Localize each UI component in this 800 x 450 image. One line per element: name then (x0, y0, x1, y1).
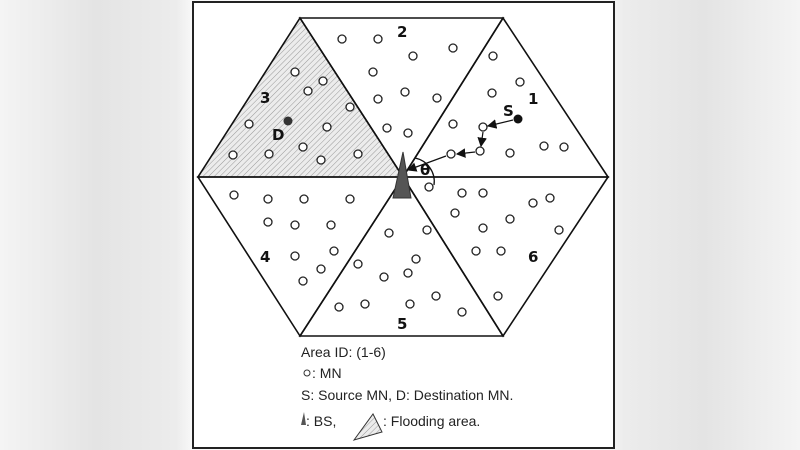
mn-node (263, 194, 273, 204)
mn-node (384, 228, 394, 238)
mn-node (403, 128, 413, 138)
mn-node (373, 94, 383, 104)
area-label-3: 3 (260, 89, 270, 107)
mobile-nodes (228, 34, 569, 317)
mn-node (298, 276, 308, 286)
mn-node (326, 220, 336, 230)
legend-bs: : BS, (306, 413, 336, 429)
mn-node (379, 272, 389, 282)
legend-mn-icon (303, 369, 311, 377)
mn-node (496, 246, 506, 256)
mn-node (368, 67, 378, 77)
legend-flooding-icon (352, 413, 383, 441)
mn-node (408, 51, 418, 61)
mn-node (345, 194, 355, 204)
mn-node (424, 182, 434, 192)
mn-node (303, 86, 313, 96)
mn-node (471, 246, 481, 256)
angle-label: θ (420, 161, 430, 179)
mn-node (487, 88, 497, 98)
legend-mn: : MN (312, 365, 342, 381)
mn-node (446, 149, 456, 159)
mn-node (505, 214, 515, 224)
mn-node (353, 149, 363, 159)
mn-node (334, 302, 344, 312)
area-label-1: 1 (528, 90, 538, 108)
mn-node (229, 190, 239, 200)
angle-arc (414, 157, 435, 186)
mn-node (448, 43, 458, 53)
mn-node (559, 142, 569, 152)
mn-node (263, 217, 273, 227)
mn-node (373, 34, 383, 44)
mn-node (422, 225, 432, 235)
mn-node (316, 264, 326, 274)
mn-node (360, 299, 370, 309)
legend-area-id: Area ID: (1-6) (301, 344, 386, 360)
mn-node (322, 122, 332, 132)
mn-node (411, 254, 421, 264)
mn-node (478, 122, 488, 132)
base-station-icon (392, 151, 412, 199)
mn-node (545, 193, 555, 203)
area-label-6: 6 (528, 248, 538, 266)
mn-node (539, 141, 549, 151)
mn-node (432, 93, 442, 103)
mn-node (244, 119, 254, 129)
source-node (513, 114, 523, 124)
mn-node (505, 148, 515, 158)
area-4 (196, 176, 405, 338)
mn-node (329, 246, 339, 256)
mn-node (450, 208, 460, 218)
mn-node (400, 87, 410, 97)
mn-node (488, 51, 498, 61)
route-arrow (406, 155, 447, 172)
mn-node (382, 123, 392, 133)
mn-node (228, 150, 238, 160)
mn-node (337, 34, 347, 44)
mn-node (493, 291, 503, 301)
routing-path (406, 119, 514, 172)
mn-node (457, 307, 467, 317)
area-label-2: 2 (397, 23, 407, 41)
mn-node (298, 142, 308, 152)
mn-node (554, 225, 564, 235)
mn-node (290, 67, 300, 77)
mn-node (290, 220, 300, 230)
hexagon-cell (196, 16, 610, 338)
mn-node (353, 259, 363, 269)
mn-node (403, 268, 413, 278)
route-arrow (477, 131, 487, 148)
mn-node (457, 188, 467, 198)
area-label-4: 4 (260, 248, 270, 266)
mn-node (478, 223, 488, 233)
mn-node (515, 77, 525, 87)
route-arrow (455, 148, 476, 158)
route-arrow (486, 119, 514, 129)
mn-node (528, 198, 538, 208)
figure-frame (192, 1, 615, 449)
destination-label: D (272, 126, 284, 144)
legend: Area ID: (1-6) : MN S: Source MN, D: Des… (301, 344, 513, 441)
mn-node (478, 188, 488, 198)
mn-node (318, 76, 328, 86)
legend-bs-icon (301, 412, 306, 425)
mn-node (448, 119, 458, 129)
destination-node (283, 116, 293, 126)
legend-flooding: : Flooding area. (383, 413, 480, 429)
source-label: S (503, 102, 514, 120)
mn-node (345, 102, 355, 112)
mn-node (316, 155, 326, 165)
mn-node (431, 291, 441, 301)
area-label-5: 5 (397, 315, 407, 333)
mn-node (475, 146, 485, 156)
mn-node (299, 194, 309, 204)
mn-node (264, 149, 274, 159)
mn-node (405, 299, 415, 309)
mn-node (290, 251, 300, 261)
legend-source-destination: S: Source MN, D: Destination MN. (301, 387, 513, 403)
